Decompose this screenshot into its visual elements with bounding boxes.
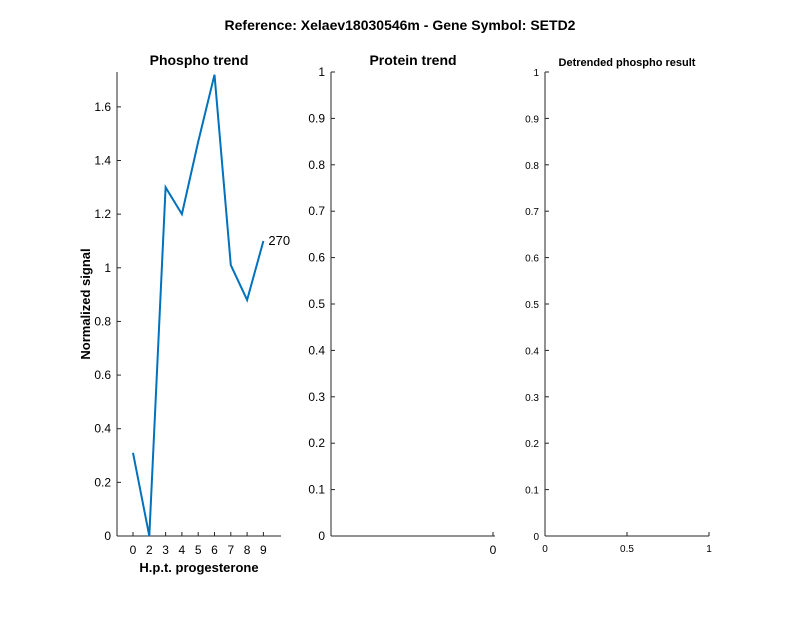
detrended-y-tick-label: 0.2 bbox=[525, 439, 539, 450]
protein-trend-title: Protein trend bbox=[369, 52, 456, 68]
detrended-y-tick-label: 0.9 bbox=[525, 114, 539, 125]
detrended-y-tick-label: 0.4 bbox=[525, 346, 539, 357]
phospho-axes: 00.20.40.60.811.21.41.60 2 3 4 5 6 7 8 9 bbox=[94, 72, 281, 557]
phospho-y-axis-label: Normalized signal bbox=[78, 248, 93, 359]
protein-y-tick-label: 1 bbox=[318, 65, 325, 79]
phospho-y-tick-label: 0 bbox=[104, 529, 111, 543]
phospho-x-tick-label: 9 bbox=[260, 543, 267, 557]
phospho-trend-panel: Phospho trend H.p.t. progesterone Normal… bbox=[78, 52, 290, 575]
detrended-y-tick-label: 1 bbox=[533, 68, 539, 79]
detrended-y-tick-label: 0.5 bbox=[525, 300, 539, 311]
protein-y-tick-label: 0.3 bbox=[308, 390, 325, 404]
protein-y-tick-label: 0.7 bbox=[308, 204, 325, 218]
phospho-y-tick-label: 0.8 bbox=[94, 314, 111, 328]
detrended-y-tick-label: 0.3 bbox=[525, 393, 539, 404]
phospho-x-tick-label: 2 bbox=[146, 543, 153, 557]
phospho-x-tick-label: 5 bbox=[195, 543, 202, 557]
phospho-x-tick-label: 7 bbox=[227, 543, 234, 557]
detrended-y-tick-label: 0.1 bbox=[525, 486, 539, 497]
protein-y-tick-label: 0.1 bbox=[308, 483, 325, 497]
phospho-y-tick-label: 1.4 bbox=[94, 154, 111, 168]
detrended-y-tick-label: 0.8 bbox=[525, 161, 539, 172]
detrended-y-tick-label: 0.7 bbox=[525, 207, 539, 218]
figure-suptitle: Reference: Xelaev18030546m - Gene Symbol… bbox=[225, 17, 576, 33]
protein-y-tick-label: 0.9 bbox=[308, 111, 325, 125]
phospho-y-tick-label: 1.2 bbox=[94, 207, 111, 221]
phospho-y-tick-label: 1.6 bbox=[94, 100, 111, 114]
phospho-y-tick-label: 1 bbox=[104, 261, 111, 275]
protein-y-tick-label: 0 bbox=[318, 529, 325, 543]
phospho-y-tick-label: 0.2 bbox=[94, 475, 111, 489]
phospho-series-line bbox=[132, 74, 265, 537]
phospho-x-tick-label: 8 bbox=[244, 543, 251, 557]
protein-y-tick-label: 0.6 bbox=[308, 251, 325, 265]
phospho-x-tick-label: 6 bbox=[211, 543, 218, 557]
detrended-axes: 0 0.1 0.2 0.3 0.4 0.5 0.6 0.7 0.8 0.9 1 0 0.5 1 bbox=[525, 68, 712, 555]
protein-y-tick-label: 0.2 bbox=[308, 436, 325, 450]
phospho-x-tick-label: 4 bbox=[179, 543, 186, 557]
phospho-series-marks: 270 bbox=[132, 74, 290, 537]
protein-y-tick-label: 0.5 bbox=[308, 297, 325, 311]
phospho-y-tick-label: 0.6 bbox=[94, 368, 111, 382]
protein-y-tick-label: 0.4 bbox=[308, 343, 325, 357]
phospho-x-tick-label: 3 bbox=[162, 543, 169, 557]
phospho-trend-title: Phospho trend bbox=[150, 52, 249, 68]
protein-axes: 0 0.1 0.2 0.3 0.4 0.5 0.6 0.7 0.8 0.9 1 0 bbox=[308, 65, 496, 557]
phospho-y-tick-label: 0.4 bbox=[94, 422, 111, 436]
detrended-phospho-panel: Detrended phospho result 0 0.1 0.2 0.3 0.4 0.… bbox=[525, 57, 712, 555]
phospho-x-axis-label: H.p.t. progesterone bbox=[139, 560, 258, 575]
phospho-series-end-label: 270 bbox=[268, 233, 290, 248]
protein-y-tick-label: 0.8 bbox=[308, 158, 325, 172]
detrended-x-tick-label: 0.5 bbox=[620, 544, 634, 555]
detrended-phospho-title: Detrended phospho result bbox=[559, 57, 696, 69]
protein-x-tick-label: 0 bbox=[490, 543, 497, 557]
protein-trend-panel: Protein trend 00.10.20.30.40.50.60.70.80… bbox=[308, 52, 496, 557]
detrended-y-tick-label: 0.6 bbox=[525, 254, 539, 265]
detrended-x-tick-label: 1 bbox=[706, 544, 712, 555]
detrended-y-tick-label: 0 bbox=[533, 532, 539, 543]
phospho-x-tick-label: 0 bbox=[130, 543, 137, 557]
detrended-x-tick-label: 0 bbox=[542, 544, 548, 555]
